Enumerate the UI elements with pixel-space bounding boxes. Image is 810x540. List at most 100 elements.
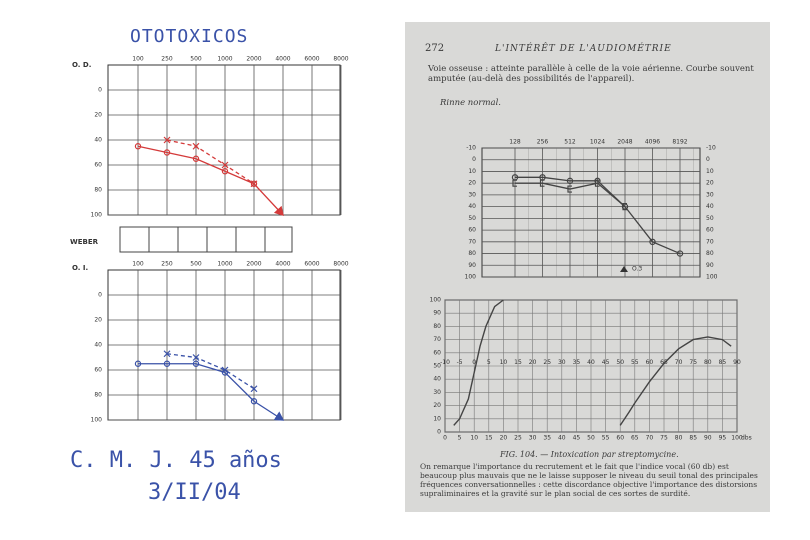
legend-icon <box>620 266 628 272</box>
x-tick-label: 95 <box>719 435 727 442</box>
od-label: O. D. <box>72 61 91 69</box>
inner-tick-label: 60 <box>646 359 654 366</box>
y-tick-label: 90 <box>468 262 476 269</box>
weber-box <box>119 226 293 253</box>
point <box>250 385 258 393</box>
y-tick-label: -10 <box>706 145 716 152</box>
point <box>163 350 171 358</box>
x-tick-label: 75 <box>660 435 668 442</box>
date: 3/II/04 <box>148 480 241 505</box>
x-tick-label: 8000 <box>333 261 348 268</box>
patient: C. M. J. 45 años <box>70 448 282 473</box>
y-tick-label: 50 <box>706 215 714 222</box>
x-tick-label: 20 <box>500 435 508 442</box>
y-tick-label: 80 <box>433 323 441 330</box>
inner-tick-label: -10 <box>440 359 450 366</box>
x-tick-label: 10 <box>470 435 478 442</box>
x-tick-label: 25 <box>514 435 522 442</box>
x-tick-label: 2048 <box>617 139 632 146</box>
inner-tick-label: 15 <box>514 359 522 366</box>
point <box>250 180 258 187</box>
x-tick-label: 50 <box>587 435 595 442</box>
y-tick-label: 40 <box>706 203 714 210</box>
x-tick-label: 6000 <box>304 261 319 268</box>
y-tick-label: 60 <box>468 227 476 234</box>
point <box>566 177 574 185</box>
text2: Rinne normal. <box>440 98 502 108</box>
y-tick-label: 50 <box>433 363 441 370</box>
point <box>649 238 656 246</box>
x-tick-label: 1024 <box>590 139 605 146</box>
y-tick-label: 40 <box>94 342 102 349</box>
series-line <box>138 363 285 421</box>
x-tick-label: 65 <box>631 435 639 442</box>
y-tick-label: 0 <box>98 292 102 299</box>
y-tick-label: 50 <box>468 215 476 222</box>
x-tick-label: 100 <box>731 435 743 442</box>
y-tick-label: 30 <box>706 191 714 198</box>
y-tick-label: 0 <box>98 87 102 94</box>
x-tick-label: 45 <box>573 435 581 442</box>
y-tick-label: 0 <box>437 429 441 436</box>
x-tick-label: 15 <box>485 435 493 442</box>
point <box>192 142 200 150</box>
title: OTOTOXICOS <box>130 26 249 47</box>
book-page <box>405 22 770 512</box>
point <box>163 149 171 156</box>
series-line <box>515 182 626 208</box>
x-tick-label: 128 <box>509 139 521 146</box>
text1: Voie osseuse : atteinte parallèle à cell… <box>428 64 754 84</box>
y-tick-label: 10 <box>706 168 714 175</box>
x-tick-label: 500 <box>190 261 202 268</box>
oi-label: O. I. <box>72 264 88 272</box>
page-number: 272 <box>425 43 445 54</box>
inner-tick-label: 25 <box>543 359 551 366</box>
y-tick-label: 100 <box>91 417 103 424</box>
inner-tick-label: 40 <box>587 359 595 366</box>
point <box>192 155 200 162</box>
x-tick-label: 6000 <box>304 56 319 63</box>
y-tick-label: 90 <box>433 310 441 317</box>
x-tick-label: 250 <box>161 261 173 268</box>
x-tick-label: 250 <box>161 56 173 63</box>
point <box>163 360 171 367</box>
point <box>134 360 142 367</box>
y-tick-label: 80 <box>706 250 714 257</box>
x-tick-label: 4000 <box>275 56 290 63</box>
x-tick-label: 8000 <box>333 56 348 63</box>
series-line <box>137 145 284 216</box>
x-tick-label: 80 <box>675 435 683 442</box>
y-tick-label: 30 <box>433 389 441 396</box>
y-tick-label: -10 <box>466 145 476 152</box>
x-tick-label: 8192 <box>672 139 687 146</box>
inner-tick-label: 90 <box>733 359 741 366</box>
y-tick-label: 70 <box>433 336 441 343</box>
x-tick-label: 70 <box>646 435 654 442</box>
y-tick-label: 60 <box>94 162 102 169</box>
point <box>221 161 229 169</box>
y-tick-label: 0 <box>706 156 710 163</box>
x-tick-label: 1000 <box>217 261 232 268</box>
y-tick-label: 40 <box>94 137 102 144</box>
point <box>250 180 258 188</box>
series-line <box>166 139 255 185</box>
x-tick-label: 2000 <box>246 261 261 268</box>
x-tick-label: 1000 <box>217 56 232 63</box>
point <box>221 366 229 374</box>
inner-tick-label: 75 <box>689 359 697 366</box>
series-line <box>453 299 504 426</box>
y-tick-label: 80 <box>94 187 102 194</box>
inner-tick-label: 20 <box>529 359 537 366</box>
y-tick-label: 40 <box>433 376 441 383</box>
y-tick-label: 100 <box>430 297 442 304</box>
series-line <box>619 336 732 426</box>
text3: On remarque l'importance du recrutement … <box>420 462 758 498</box>
weber-label: WEBER <box>70 238 99 246</box>
point <box>192 354 200 361</box>
y-tick-label: 60 <box>94 367 102 374</box>
x-tick-label: 90 <box>704 435 712 442</box>
x-tick-label: 55 <box>602 435 610 442</box>
inner-tick-label: -5 <box>457 359 463 366</box>
y-tick-label: 60 <box>433 349 441 356</box>
